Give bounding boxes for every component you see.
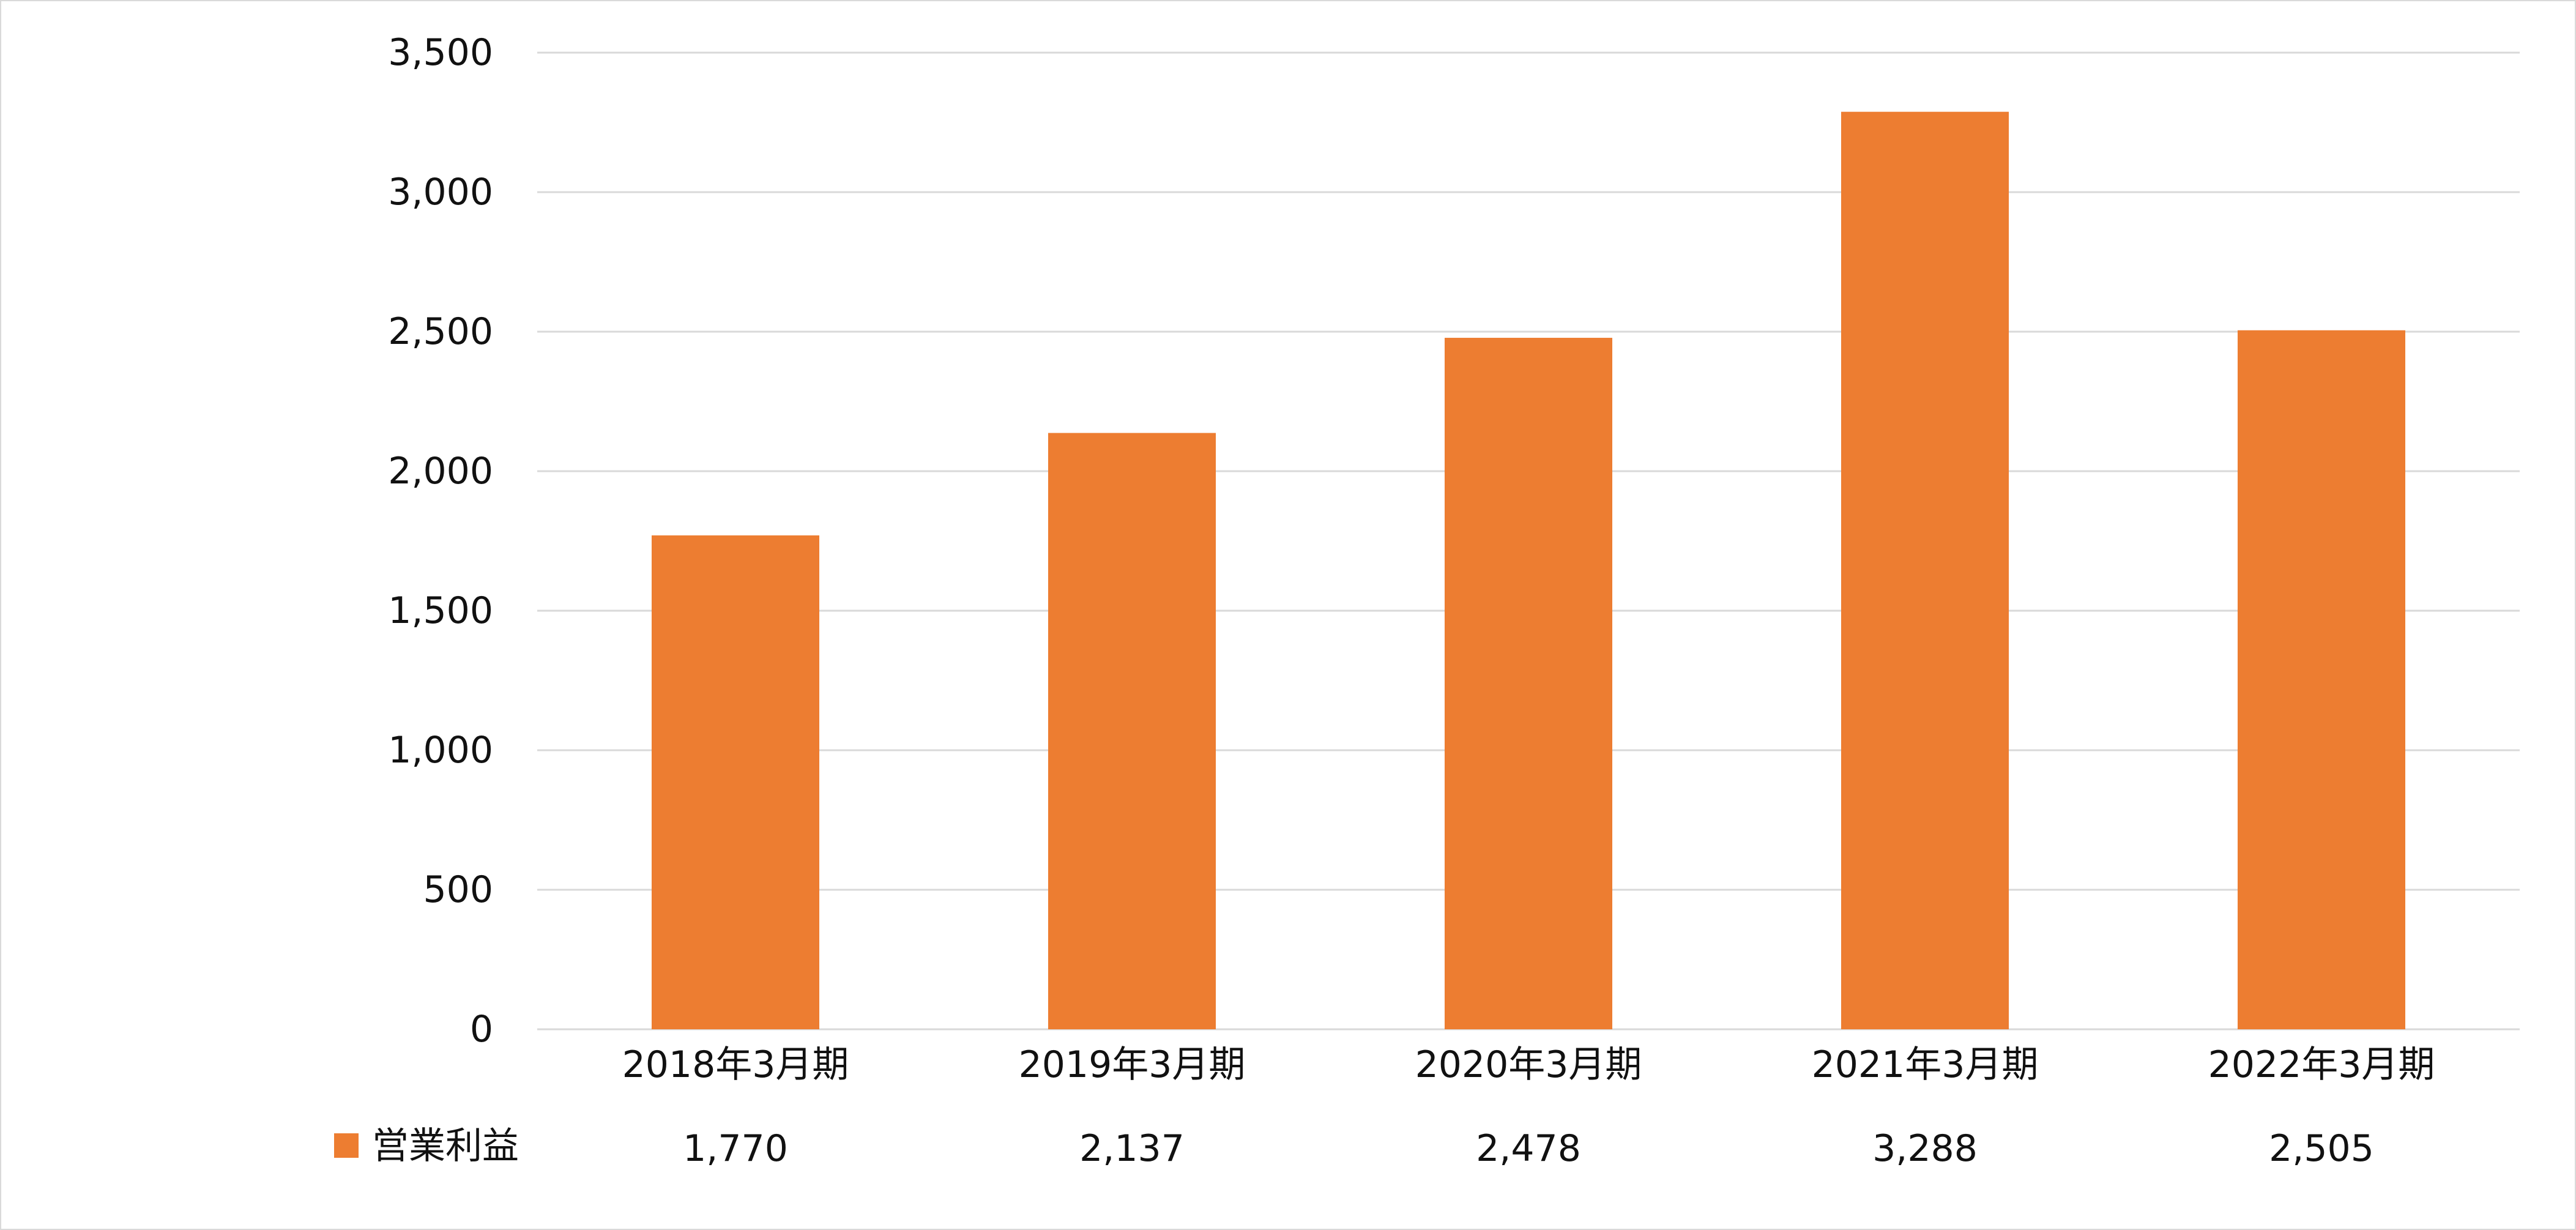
y-tick-label: 2,000 [388, 450, 493, 493]
x-category-label: 2022年3月期 [2208, 1043, 2435, 1086]
data-table-value: 2,505 [2269, 1127, 2374, 1170]
bar-2 [1048, 433, 1216, 1029]
data-table-values: 1,770 2,137 2,478 3,288 2,505 [683, 1127, 2374, 1170]
y-tick-label: 1,500 [388, 589, 493, 632]
y-tick-label: 3,000 [388, 171, 493, 214]
y-tick-label: 3,500 [388, 31, 493, 74]
data-table-value: 3,288 [1872, 1127, 1978, 1170]
y-axis-tick-labels: 0 500 1,000 1,500 2,000 2,500 3,000 3,500 [388, 31, 493, 1051]
x-category-label: 2018年3月期 [622, 1043, 849, 1086]
bar-3 [1445, 338, 1612, 1029]
x-category-label: 2019年3月期 [1019, 1043, 1246, 1086]
legend-swatch-operating-profit [334, 1133, 359, 1158]
y-tick-label: 1,000 [388, 729, 493, 772]
y-tick-label: 2,500 [388, 310, 493, 353]
x-category-label: 2020年3月期 [1415, 1043, 1642, 1086]
y-tick-label: 500 [423, 868, 493, 911]
data-table-value: 2,137 [1079, 1127, 1185, 1170]
data-table-value: 1,770 [683, 1127, 788, 1170]
bars-layer [652, 111, 2405, 1029]
bar-1 [652, 535, 819, 1029]
legend-data-table: 営業利益 [334, 1125, 519, 1168]
bar-5 [2238, 330, 2405, 1029]
data-table-value: 2,478 [1476, 1127, 1581, 1170]
x-category-label: 2021年3月期 [1812, 1043, 2039, 1086]
legend-label-operating-profit: 営業利益 [372, 1125, 519, 1168]
y-tick-label: 0 [470, 1008, 493, 1051]
bar-4 [1841, 111, 2009, 1029]
x-axis-category-labels: 2018年3月期 2019年3月期 2020年3月期 2021年3月期 2022年3月期 [622, 1043, 2435, 1086]
